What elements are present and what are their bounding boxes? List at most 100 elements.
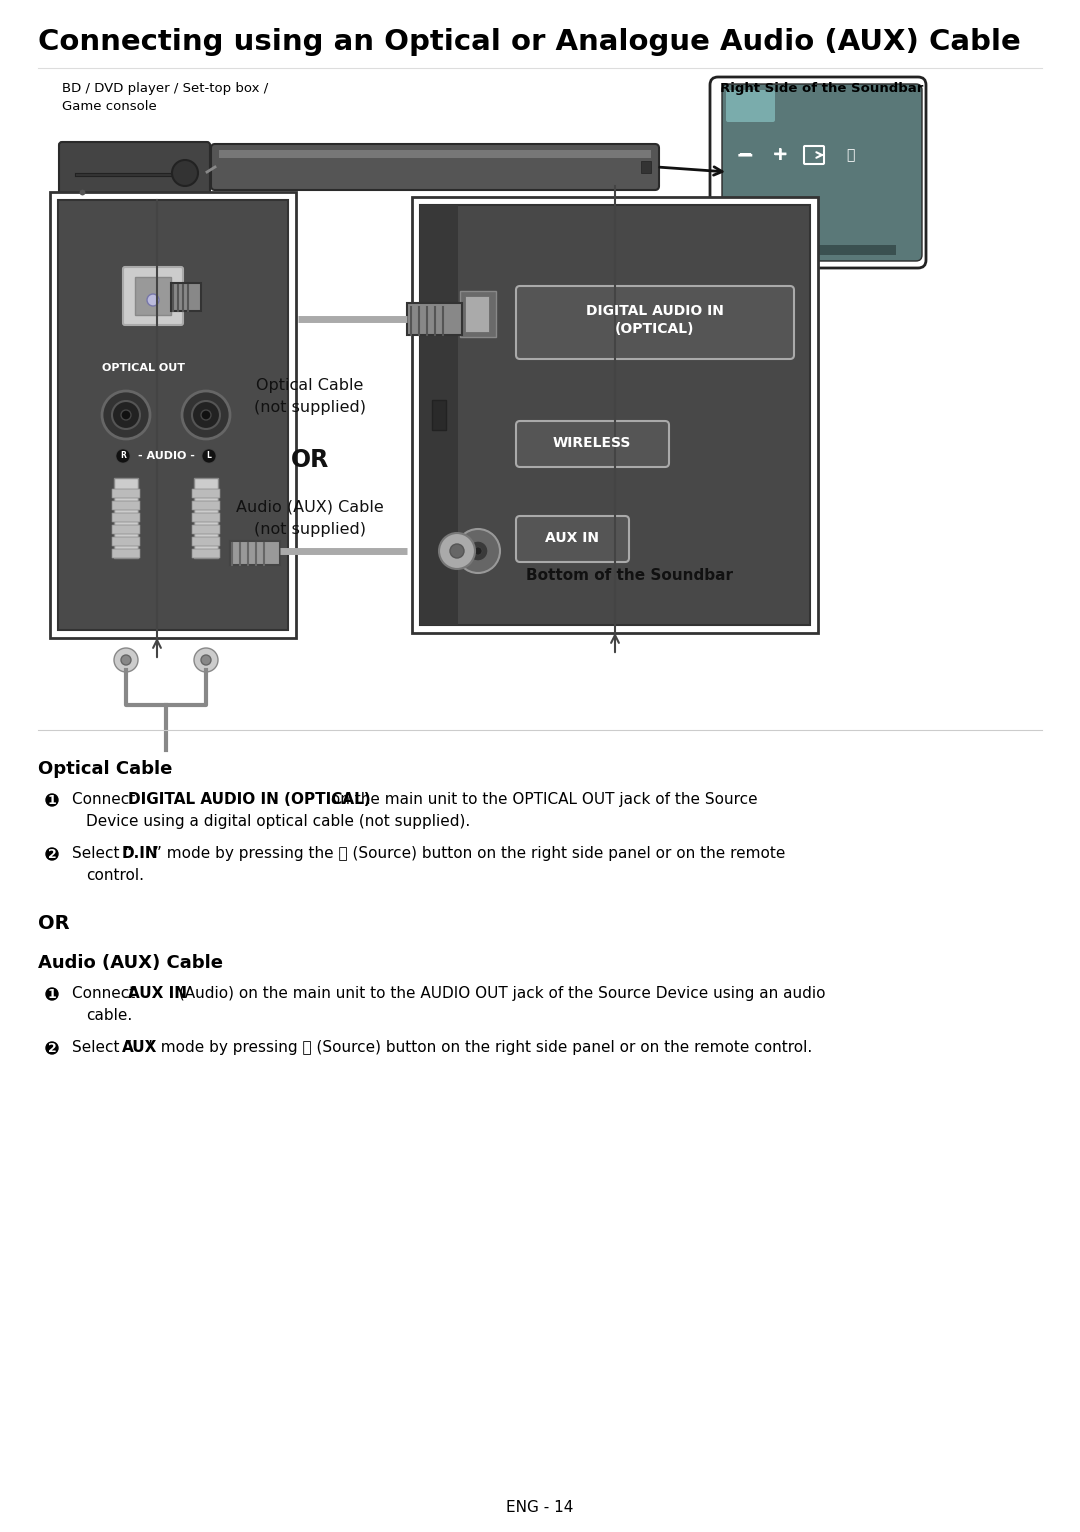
Text: ENG - 14: ENG - 14 [507,1500,573,1515]
Circle shape [468,541,488,561]
Circle shape [112,401,140,429]
Bar [432,400,446,430]
Circle shape [474,547,482,555]
Text: Right Side of the Soundbar: Right Side of the Soundbar [720,83,923,95]
Text: DIGITAL AUDIO IN (OPTICAL): DIGITAL AUDIO IN (OPTICAL) [129,792,370,807]
Text: control.: control. [86,869,144,882]
Text: Select “: Select “ [72,846,132,861]
FancyBboxPatch shape [50,192,296,637]
Text: AUX IN: AUX IN [129,987,187,1000]
Circle shape [46,988,58,1000]
FancyBboxPatch shape [112,525,140,535]
FancyBboxPatch shape [58,201,288,630]
Circle shape [192,401,220,429]
Text: (Audio) on the main unit to the AUDIO OUT jack of the Source Device using an aud: (Audio) on the main unit to the AUDIO OU… [174,987,825,1000]
FancyBboxPatch shape [465,296,489,332]
Circle shape [46,1042,58,1054]
Text: −: − [738,146,753,164]
FancyBboxPatch shape [710,77,926,268]
FancyBboxPatch shape [192,548,220,558]
Text: Select “: Select “ [72,1040,132,1056]
Text: AUX IN: AUX IN [545,532,599,545]
FancyBboxPatch shape [114,478,138,558]
Text: OR: OR [291,447,329,472]
Text: OPTICAL OUT: OPTICAL OUT [102,363,185,372]
Circle shape [183,391,230,440]
FancyBboxPatch shape [112,501,140,510]
Circle shape [202,449,216,463]
Text: DIGITAL AUDIO IN
(OPTICAL): DIGITAL AUDIO IN (OPTICAL) [586,303,724,336]
Circle shape [121,411,131,420]
Text: BD / DVD player / Set-top box /
Game console: BD / DVD player / Set-top box / Game con… [62,83,268,113]
Bar [219,150,651,158]
Text: ⏻: ⏻ [846,149,854,162]
Circle shape [46,794,58,806]
Text: 2: 2 [48,847,56,861]
FancyBboxPatch shape [123,267,183,325]
FancyBboxPatch shape [723,84,922,260]
Circle shape [438,533,475,568]
Text: Audio (AUX) Cable
(not supplied): Audio (AUX) Cable (not supplied) [237,499,383,538]
FancyBboxPatch shape [420,205,810,625]
FancyBboxPatch shape [112,513,140,522]
Text: on the main unit to the OPTICAL OUT jack of the Source: on the main unit to the OPTICAL OUT jack… [326,792,758,807]
Circle shape [172,159,198,185]
Text: AUX: AUX [122,1040,158,1056]
FancyBboxPatch shape [411,198,818,633]
Text: R: R [120,452,126,461]
Text: Bottom of the Soundbar: Bottom of the Soundbar [527,568,733,584]
Circle shape [147,294,159,306]
Text: +: + [772,146,788,164]
FancyBboxPatch shape [192,525,220,535]
FancyBboxPatch shape [407,303,462,336]
Circle shape [46,849,58,859]
Text: ” mode by pressing ⎆ (Source) button on the right side panel or on the remote co: ” mode by pressing ⎆ (Source) button on … [148,1040,812,1056]
Circle shape [121,656,131,665]
Text: Audio (AUX) Cable: Audio (AUX) Cable [38,954,222,971]
FancyBboxPatch shape [135,277,171,316]
Circle shape [116,449,130,463]
Text: 2: 2 [48,1042,56,1054]
Text: Optical Cable: Optical Cable [38,760,173,778]
Text: OR: OR [38,915,69,933]
Text: Connecting using an Optical or Analogue Audio (AUX) Cable: Connecting using an Optical or Analogue … [38,28,1021,57]
Circle shape [201,656,211,665]
Circle shape [114,648,138,673]
FancyBboxPatch shape [112,538,140,545]
FancyBboxPatch shape [192,513,220,522]
Text: +: + [772,146,787,164]
FancyBboxPatch shape [460,291,496,337]
Circle shape [102,391,150,440]
FancyBboxPatch shape [211,144,659,190]
Text: 1: 1 [48,794,56,806]
Circle shape [201,411,211,420]
FancyBboxPatch shape [516,421,669,467]
Text: 1: 1 [48,988,56,1000]
Text: WIRELESS: WIRELESS [553,437,631,450]
FancyBboxPatch shape [192,489,220,498]
FancyBboxPatch shape [230,541,280,565]
Text: −: − [735,146,754,165]
Text: Connect: Connect [72,792,140,807]
FancyBboxPatch shape [59,142,210,204]
FancyBboxPatch shape [112,489,140,498]
FancyBboxPatch shape [192,501,220,510]
FancyBboxPatch shape [194,478,218,558]
Bar [420,205,458,625]
Text: Connect: Connect [72,987,140,1000]
Circle shape [456,529,500,573]
Text: cable.: cable. [86,1008,132,1023]
Text: Device using a digital optical cable (not supplied).: Device using a digital optical cable (no… [86,813,470,829]
Text: L: L [206,452,212,461]
Text: Optical Cable
(not supplied): Optical Cable (not supplied) [254,378,366,415]
FancyBboxPatch shape [516,286,794,358]
Text: D.IN: D.IN [122,846,159,861]
Circle shape [450,544,464,558]
FancyBboxPatch shape [112,548,140,558]
FancyBboxPatch shape [748,245,896,254]
Bar [642,161,651,173]
FancyBboxPatch shape [726,90,775,123]
FancyBboxPatch shape [516,516,629,562]
Text: - AUDIO -: - AUDIO - [137,450,194,461]
Text: ” mode by pressing the ⎆ (Source) button on the right side panel or on the remot: ” mode by pressing the ⎆ (Source) button… [154,846,785,861]
